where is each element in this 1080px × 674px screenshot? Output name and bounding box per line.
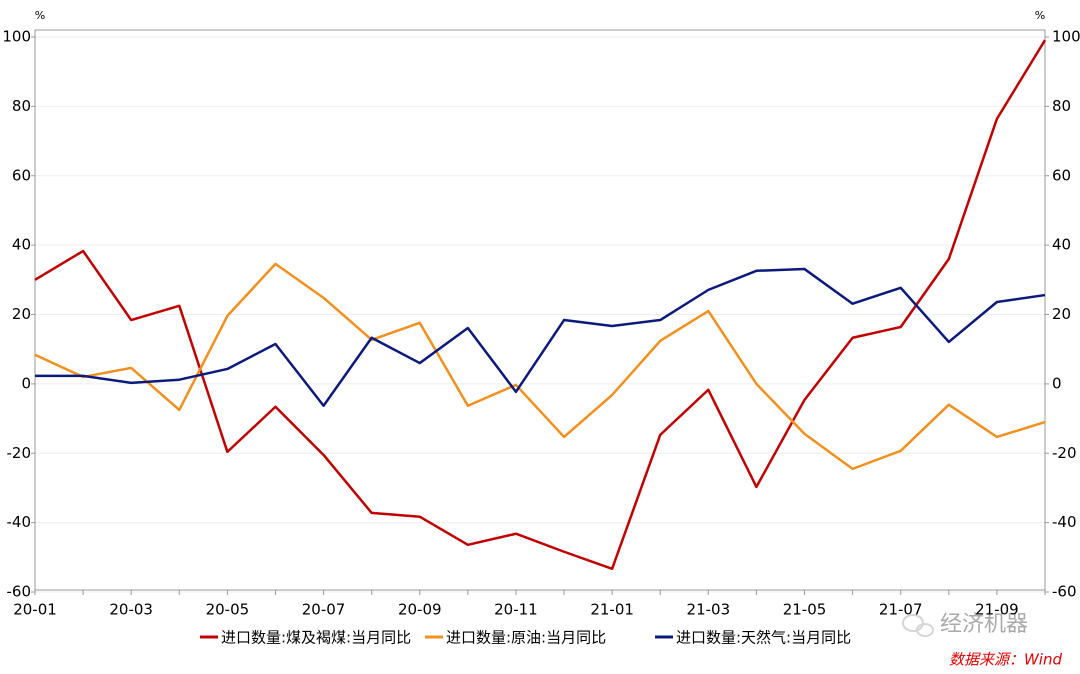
y-tick-label: -40 [7,513,32,531]
x-tick-label: 21-03 [687,601,731,619]
legend-label: 进口数量:原油:当月同比 [446,629,606,647]
y2-tick-label: 80 [1052,97,1071,115]
x-tick-label: 20-09 [398,601,442,619]
series-line [34,39,1047,571]
y2-tick-label: 20 [1052,305,1071,323]
y2-tick-label: -40 [1052,513,1077,531]
x-tick-label: 21-05 [783,601,827,619]
x-tick-label: 20-03 [109,601,153,619]
x-tick-label: 21-07 [879,601,923,619]
y2-tick-label: 60 [1052,166,1071,184]
legend-label: 进口数量:天然气:当月同比 [676,629,851,647]
x-tick-label: 20-01 [13,601,57,619]
watermark: 经济机器 [940,612,1028,637]
source: 数据来源：Wind [949,651,1063,669]
y2-tick-label: -60 [1052,583,1077,601]
y-tick-label: 40 [12,236,31,254]
x-tick-label: 21-01 [590,601,634,619]
series-line [34,262,1046,471]
legend-label: 进口数量:煤及褐煤:当月同比 [221,629,411,647]
y2-tick-label: 100 [1052,28,1080,46]
y-unit: % [35,9,45,22]
y-tick-label: 60 [12,166,31,184]
y2-tick-label: 0 [1052,374,1062,392]
x-tick-label: 20-05 [206,601,250,619]
watermark-icon [902,614,934,637]
plot-frame [34,29,1046,591]
series-line [35,267,1046,407]
y2-unit: % [1035,9,1045,22]
x-tick-label: 20-07 [302,601,346,619]
x-tick-label: 20-11 [494,601,538,619]
y2-tick-label: -20 [1052,444,1077,462]
y2-tick-label: 40 [1052,236,1071,254]
y-tick-label: 80 [12,97,31,115]
x-tick-label: 21-09 [975,601,1019,619]
y-tick-label: -20 [7,444,32,462]
y-tick-label: 0 [21,374,31,392]
y-tick-label: 20 [12,305,31,323]
y-tick-label: 100 [2,28,31,46]
y-tick-label: -60 [7,583,32,601]
